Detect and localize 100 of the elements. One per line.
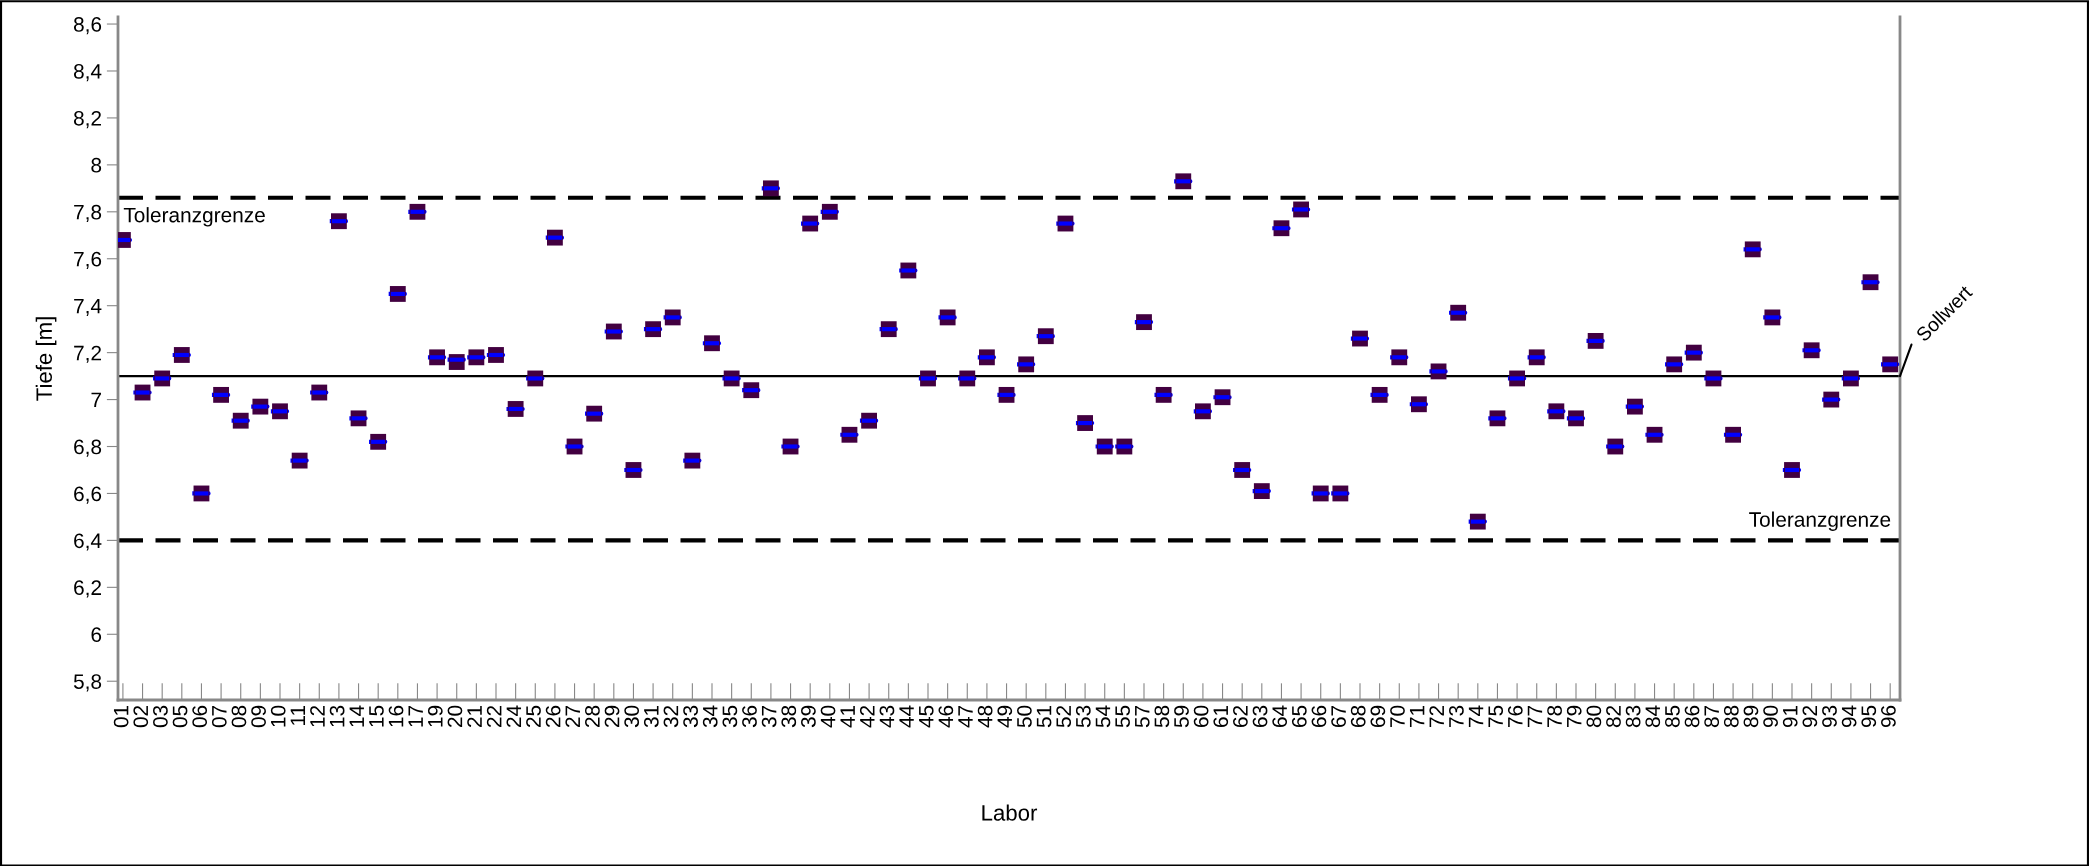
x-tick-label: 69: [1370, 705, 1386, 727]
x-tick-label: 74: [1468, 705, 1484, 727]
y-tick-label: 7,2: [74, 345, 101, 363]
x-tick-label: 40: [820, 705, 836, 728]
x-tick-label: 30: [624, 705, 640, 728]
x-tick-label: 73: [1449, 705, 1464, 727]
x-tick-label: 07: [211, 705, 227, 728]
x-tick-label: 34: [702, 705, 718, 728]
x-tick-label: 89: [1743, 705, 1759, 728]
y-axis-title: Tiefe [m]: [35, 317, 57, 401]
x-tick-label: 83: [1625, 705, 1641, 728]
x-tick-label: 71: [1409, 705, 1425, 727]
x-tick-label: 55: [1115, 705, 1130, 728]
x-tick-label: 66: [1311, 705, 1327, 727]
x-tick-label: 44: [899, 705, 914, 728]
x-tick-label: 24: [506, 705, 522, 727]
x-tick-label: 54: [1095, 705, 1111, 728]
x-tick-label: 20: [447, 705, 463, 727]
x-tick-label: 31: [643, 705, 659, 728]
x-tick-label: 72: [1429, 705, 1444, 727]
x-tick-label: 64: [1272, 705, 1288, 727]
x-tick-label: 70: [1390, 705, 1405, 727]
x-tick-label: 29: [604, 705, 620, 727]
x-tick-label: 11: [290, 705, 306, 725]
x-tick-label: 08: [231, 705, 247, 728]
x-tick-label: 88: [1723, 705, 1739, 728]
x-tick-label: 49: [997, 705, 1013, 728]
x-tick-label: 86: [1684, 705, 1700, 728]
x-tick-label: 60: [1193, 705, 1209, 727]
y-tick-label: 6,4: [74, 533, 102, 551]
y-tick-label: 7,8: [74, 204, 102, 223]
x-tick-label: 22: [486, 705, 502, 727]
x-tick-label: 84: [1645, 705, 1661, 728]
x-tick-label: 38: [781, 705, 797, 728]
x-tick-label: 59: [1174, 705, 1189, 728]
x-tick-label: 85: [1665, 705, 1680, 728]
x-tick-label: 62: [1233, 705, 1248, 727]
y-tick-label: 6: [91, 627, 102, 643]
x-tick-label: 95: [1861, 705, 1877, 728]
x-tick-label: 15: [369, 705, 384, 727]
x-tick-label: 77: [1527, 705, 1543, 727]
ref-line-label: Toleranzgrenze: [123, 207, 265, 227]
x-tick-label: 76: [1507, 705, 1523, 727]
y-tick-label: 8,6: [73, 17, 102, 35]
x-tick-label: 33: [683, 705, 698, 728]
x-tick-label: 52: [1056, 705, 1072, 728]
y-tick-label: 8,4: [73, 63, 102, 82]
x-tick-label: 58: [1154, 705, 1170, 728]
x-tick-label: 17: [408, 705, 423, 727]
y-tick-label: 7: [91, 392, 101, 408]
x-tick-label: 01: [113, 705, 129, 728]
x-tick-label: 50: [1017, 705, 1032, 728]
x-tick-label: 91: [1782, 705, 1798, 728]
x-tick-label: 94: [1841, 705, 1857, 728]
x-tick-label: 67: [1331, 705, 1346, 727]
x-tick-label: 19: [427, 705, 443, 727]
x-tick-label: 82: [1606, 705, 1621, 728]
x-tick-label: 90: [1763, 705, 1778, 728]
x-tick-label: 25: [526, 705, 541, 727]
x-axis-title: Labor: [982, 804, 1038, 821]
x-tick-label: 27: [565, 705, 580, 727]
x-tick-label: 37: [761, 705, 777, 728]
x-tick-label: 35: [722, 705, 738, 728]
ref-line-label: Toleranzgrenze: [1749, 511, 1891, 532]
x-tick-label: 28: [585, 705, 600, 727]
x-tick-label: 26: [545, 705, 561, 727]
x-tick-label: 03: [153, 705, 168, 728]
x-tick-label: 45: [919, 705, 934, 728]
x-tick-label: 57: [1135, 705, 1150, 728]
y-tick-label: 8,2: [73, 110, 101, 129]
x-tick-label: 14: [349, 705, 364, 727]
x-tick-label: 39: [801, 705, 816, 728]
x-tick-label: 79: [1566, 705, 1582, 727]
x-tick-label: 46: [938, 705, 954, 728]
y-tick-label: 6,2: [74, 580, 101, 598]
x-tick-label: 43: [879, 705, 895, 728]
x-tick-label: 42: [859, 705, 875, 728]
x-tick-label: 06: [192, 705, 208, 728]
x-tick-label: 16: [388, 705, 404, 727]
y-tick-label: 7,4: [74, 298, 102, 316]
x-tick-label: 05: [172, 705, 188, 728]
x-tick-label: 41: [840, 705, 855, 728]
y-tick-label: 6,8: [74, 439, 102, 457]
x-tick-label: 96: [1881, 705, 1896, 728]
y-tick-label: 5,8: [73, 674, 102, 692]
x-tick-label: 78: [1547, 705, 1562, 727]
x-tick-label: 21: [467, 705, 482, 727]
x-tick-label: 36: [742, 705, 757, 728]
x-tick-label: 93: [1822, 705, 1837, 728]
x-tick-label: 75: [1488, 705, 1504, 727]
x-tick-label: 61: [1213, 705, 1229, 727]
x-tick-label: 63: [1252, 705, 1268, 727]
x-tick-label: 13: [329, 705, 345, 727]
x-tick-label: 32: [663, 705, 679, 728]
x-tick-label: 65: [1291, 705, 1307, 727]
x-tick-label: 51: [1036, 705, 1052, 728]
x-tick-label: 48: [977, 705, 993, 728]
x-tick-label: 02: [133, 705, 149, 728]
x-tick-label: 87: [1704, 705, 1720, 728]
x-tick-label: 68: [1350, 705, 1366, 727]
